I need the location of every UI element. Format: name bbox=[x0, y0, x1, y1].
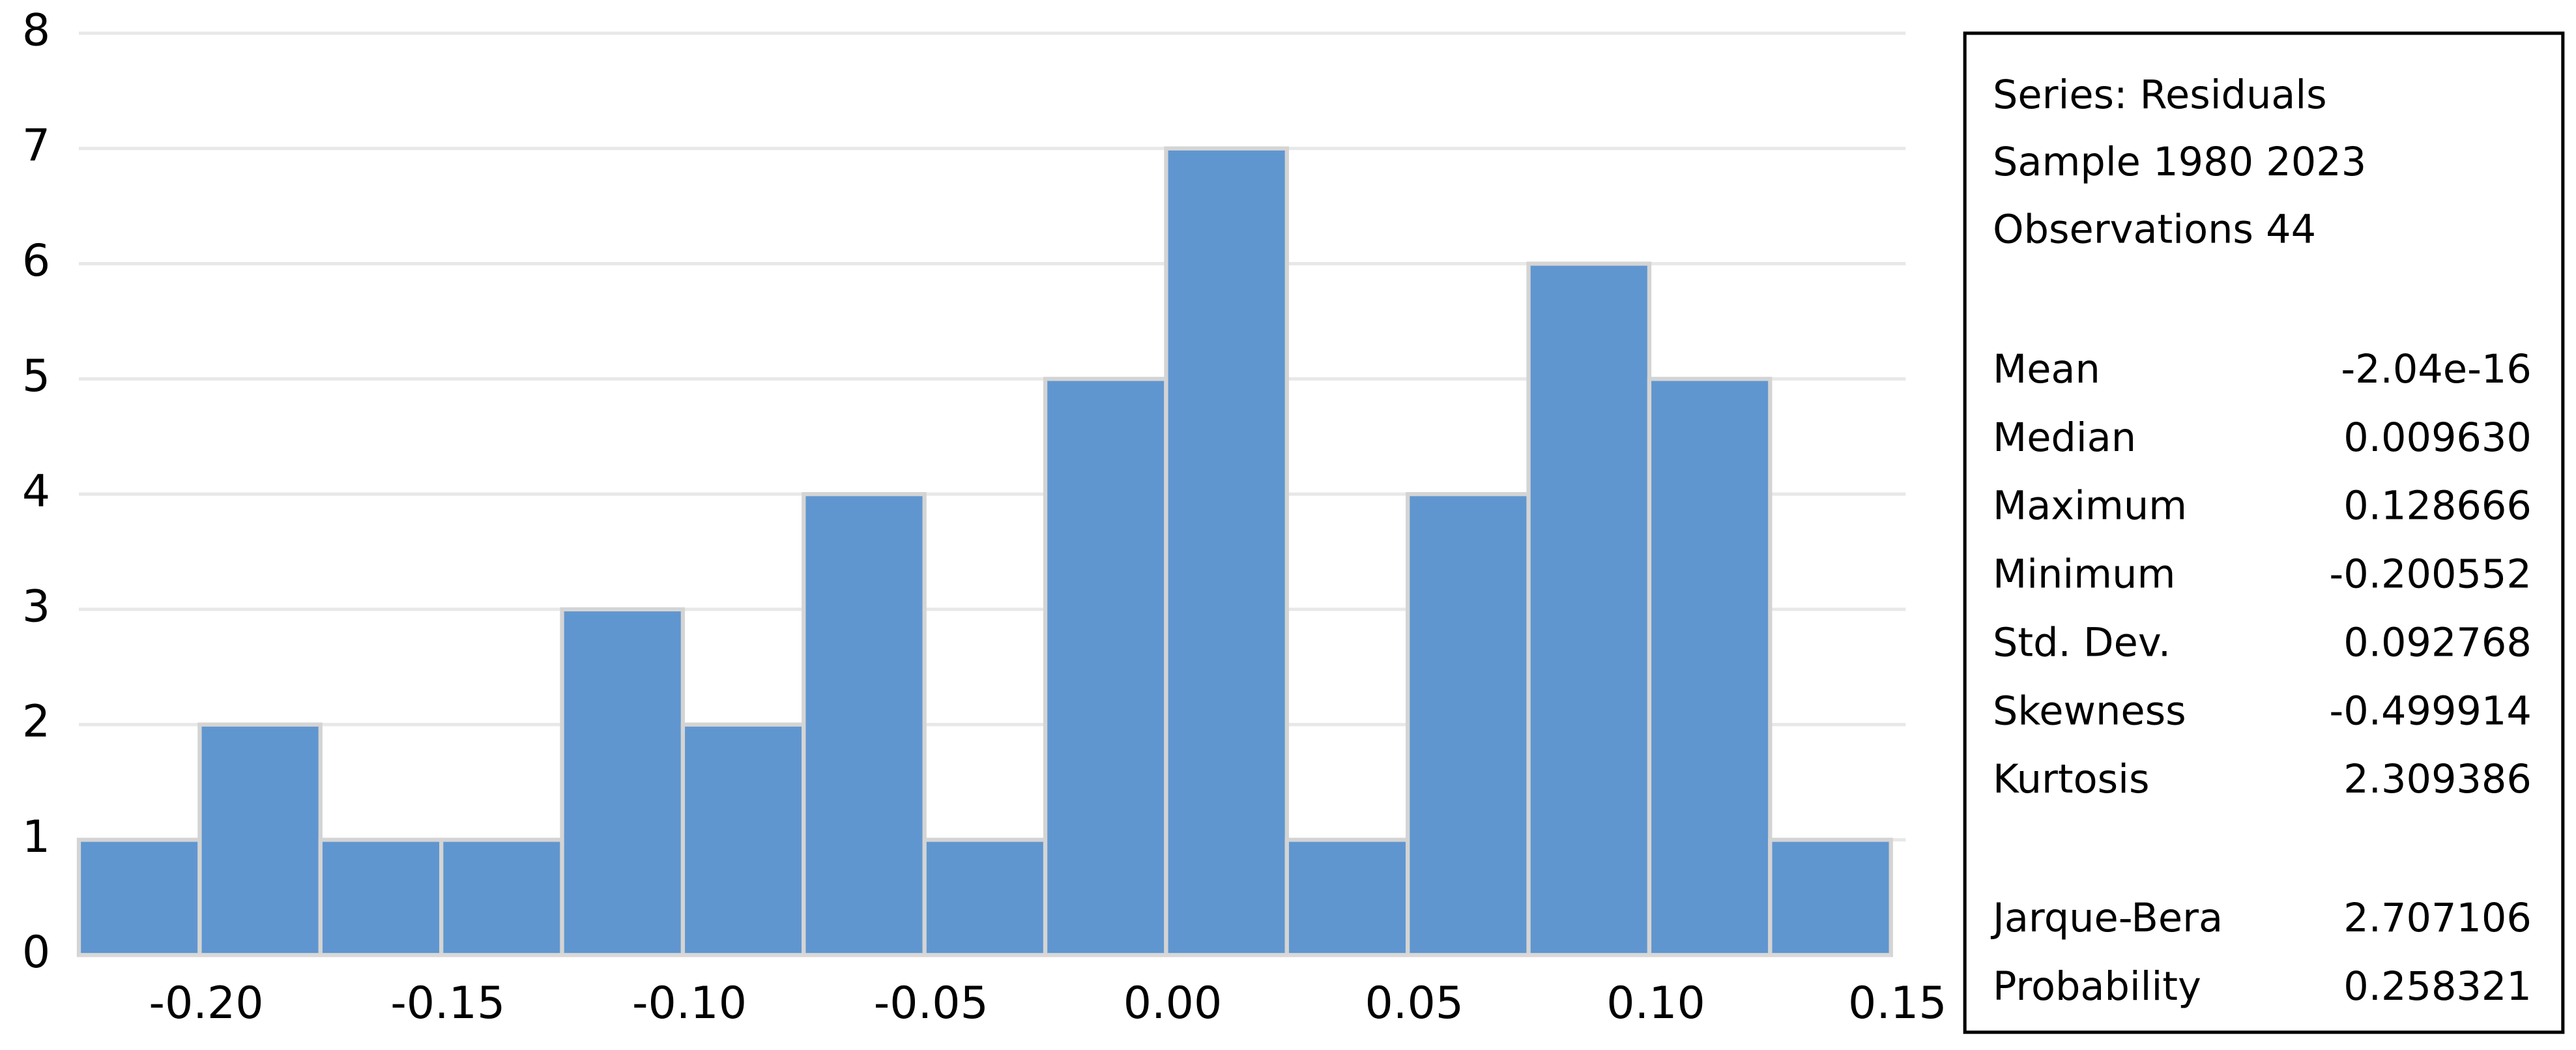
stat-label: Skewness bbox=[1993, 688, 2186, 734]
stat-value: 0.009630 bbox=[2343, 415, 2532, 461]
x-tick-label: -0.05 bbox=[874, 978, 989, 1029]
bar bbox=[1284, 838, 1410, 957]
y-tick-label: 7 bbox=[22, 120, 50, 171]
stat-label: Median bbox=[1993, 415, 2136, 461]
bar bbox=[1647, 377, 1773, 957]
bar bbox=[1768, 838, 1893, 957]
x-tick-label: -0.10 bbox=[632, 978, 747, 1029]
x-tick-label: 0.15 bbox=[1848, 978, 1947, 1029]
bar bbox=[1526, 261, 1652, 957]
stat-label: Kurtosis bbox=[1993, 757, 2149, 802]
bar bbox=[1406, 491, 1531, 957]
bar bbox=[680, 722, 806, 957]
bar bbox=[1164, 146, 1289, 957]
bar bbox=[318, 838, 444, 957]
stats-box bbox=[1963, 31, 2565, 1034]
stat-label: Jarque-Bera bbox=[1990, 896, 2223, 941]
stat-label: Probability bbox=[1993, 964, 2201, 1010]
box-header: Sample 1980 2023 bbox=[1993, 139, 2366, 185]
stat-label: Maximum bbox=[1993, 484, 2187, 529]
bar bbox=[560, 607, 686, 957]
bar bbox=[802, 491, 927, 957]
y-tick-label: 1 bbox=[22, 811, 50, 863]
y-tick-label: 2 bbox=[22, 696, 50, 748]
bar bbox=[197, 722, 323, 957]
bar bbox=[439, 838, 564, 957]
stat-value: 2.309386 bbox=[2343, 757, 2532, 802]
stat-value: -2.04e-16 bbox=[2341, 347, 2532, 392]
box-header: Series: Residuals bbox=[1993, 72, 2327, 118]
stat-value: -0.499914 bbox=[2329, 688, 2532, 734]
stat-value: 2.707106 bbox=[2343, 896, 2532, 941]
bar bbox=[1043, 377, 1168, 957]
stat-label: Mean bbox=[1993, 347, 2100, 392]
stat-value: 0.092768 bbox=[2343, 620, 2532, 665]
x-tick-label: 0.10 bbox=[1606, 978, 1705, 1029]
stat-label: Minimum bbox=[1993, 552, 2175, 598]
box-header: Observations 44 bbox=[1993, 207, 2316, 253]
x-tick-label: 0.05 bbox=[1365, 978, 1464, 1029]
y-tick-label: 8 bbox=[22, 5, 50, 57]
stat-value: -0.200552 bbox=[2329, 552, 2532, 598]
bar bbox=[76, 838, 202, 957]
y-tick-label: 4 bbox=[22, 466, 50, 518]
stat-value: 0.128666 bbox=[2343, 484, 2532, 529]
bar bbox=[922, 838, 1048, 957]
y-tick-label: 0 bbox=[22, 927, 50, 978]
stat-label: Std. Dev. bbox=[1993, 620, 2171, 665]
stat-value: 0.258321 bbox=[2343, 964, 2532, 1010]
x-tick-label: 0.00 bbox=[1123, 978, 1223, 1029]
y-tick-label: 3 bbox=[22, 581, 50, 632]
y-tick-label: 6 bbox=[22, 235, 50, 287]
x-tick-label: -0.15 bbox=[390, 978, 505, 1029]
y-tick-label: 5 bbox=[22, 351, 50, 402]
x-tick-label: -0.20 bbox=[149, 978, 263, 1029]
